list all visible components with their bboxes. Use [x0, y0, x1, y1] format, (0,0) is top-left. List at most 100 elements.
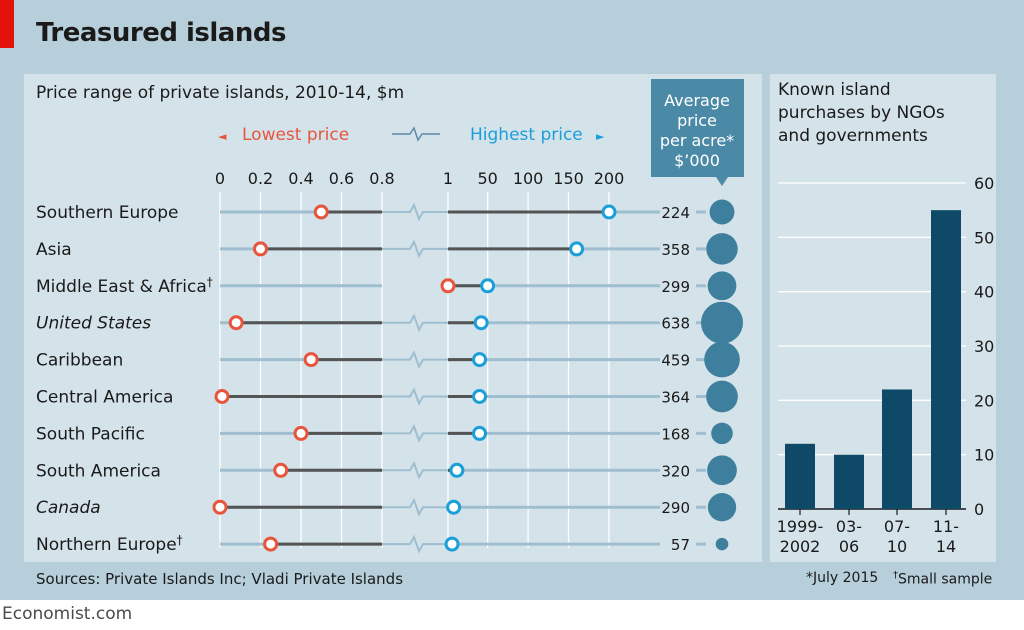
bar-chart-category-label: 14: [936, 537, 956, 556]
row-label: South America: [36, 461, 161, 481]
avg-price-value: 320: [661, 462, 690, 480]
row-label-text: Caribbean: [36, 351, 123, 371]
low-axis-tick-label: 0.6: [329, 169, 354, 188]
high-price-marker: [472, 389, 488, 404]
low-price-marker: [303, 352, 319, 368]
avg-price-bubble: [711, 422, 733, 445]
bar-chart-category-label: 03-: [836, 517, 862, 536]
avg-price-value: 290: [661, 499, 690, 517]
low-price-marker: [273, 462, 289, 478]
avg-price-value: 638: [661, 315, 690, 333]
high-price-marker: [449, 462, 465, 478]
low-axis-tick-label: 0.4: [288, 169, 313, 188]
row-break-squiggle: [382, 460, 448, 480]
avg-price-bubble: [707, 493, 737, 522]
low-price-marker: [293, 425, 309, 441]
bar-chart-title-line: Known island: [778, 80, 891, 100]
high-price-marker: [444, 536, 460, 552]
high-axis-tick-label: 50: [477, 169, 497, 188]
brand-red-bar: [0, 0, 14, 48]
low-axis-tick-label: 0: [215, 169, 225, 188]
avg-price-value: 299: [661, 278, 690, 296]
dot-range-row: Canada 290: [36, 493, 737, 522]
brand-name[interactable]: Economist.com: [2, 604, 133, 624]
avg-price-header-box: [651, 79, 744, 177]
high-price-marker: [472, 352, 488, 368]
avg-price-value: 57: [671, 536, 690, 554]
avg-price-value: 358: [661, 241, 690, 259]
low-price-marker: [440, 278, 456, 294]
row-label: Asia: [36, 240, 72, 260]
row-label-text: Southern Europe: [36, 203, 179, 223]
avg-price-bubble: [715, 537, 729, 551]
high-axis-tick-label: 100: [513, 169, 544, 188]
bar-chart-ytick-label: 60: [974, 174, 994, 193]
footnote-date: *July 2015: [806, 570, 879, 586]
legend-break-icon: [392, 126, 440, 142]
avg-price-value: 224: [661, 204, 690, 222]
avg-price-value: 364: [661, 389, 690, 407]
low-price-marker: [228, 315, 244, 331]
bar-chart-title-line: and governments: [778, 126, 928, 146]
bar-chart-category-label: 11-: [933, 517, 959, 536]
row-label: Caribbean: [36, 351, 123, 371]
avg-price-bubble: [709, 199, 735, 225]
sources-note: Sources: Private Islands Inc; Vladi Priv…: [36, 570, 404, 588]
row-label-text: Central America: [36, 388, 173, 408]
bar-chart-ytick-label: 40: [974, 283, 994, 302]
low-price-marker: [313, 204, 329, 220]
bar-chart-ytick-label: 0: [974, 500, 984, 519]
avg-price-header-pointer: [716, 177, 728, 186]
avg-price-header-line: price: [677, 111, 717, 130]
dot-range-row: Southern Europe 224: [36, 199, 735, 225]
legend-high-label: Highest price: [470, 125, 583, 145]
left-chart-panel: [24, 74, 762, 562]
low-price-marker: [212, 499, 228, 515]
low-price-marker: [253, 241, 268, 257]
bar-chart-ytick-label: 50: [974, 228, 994, 247]
dot-range-row: South America 320: [36, 455, 737, 486]
dot-range-row: Middle East & Africa† 299: [36, 271, 737, 301]
bar: [785, 443, 815, 509]
bar-chart-category-label: 07-: [884, 517, 910, 536]
row-break-squiggle: [382, 313, 448, 333]
low-axis-tick-label: 0.2: [248, 169, 273, 188]
row-label-text: South America: [36, 461, 161, 481]
row-label-text: Middle East & Africa: [36, 277, 207, 297]
high-price-marker: [473, 315, 489, 331]
avg-price-header-line: $’000: [674, 151, 720, 170]
row-break-squiggle: [382, 387, 448, 406]
avg-price-bubble: [706, 233, 738, 265]
bar-chart-title-line: purchases by NGOs: [778, 103, 945, 123]
row-label-text: United States: [36, 314, 151, 334]
row-label-dagger: †: [177, 533, 183, 547]
left-chart-title: Price range of private islands, 2010-14,…: [36, 83, 404, 103]
bar: [931, 210, 961, 509]
bar-chart-category-label: 1999-: [777, 517, 824, 536]
high-price-marker: [601, 204, 617, 220]
legend-high-arrow: ►: [596, 130, 605, 143]
chart-canvas: Price range of private islands, 2010-14,…: [36, 79, 994, 556]
bar-chart-ytick-label: 30: [974, 337, 994, 356]
high-price-marker: [569, 241, 585, 257]
high-axis-tick-label: 1: [443, 169, 453, 188]
row-label-text: South Pacific: [36, 424, 145, 444]
footnote-small-sample-text: Small sample: [898, 571, 993, 588]
bar: [882, 389, 912, 509]
avg-price-value: 168: [661, 425, 690, 443]
low-price-marker: [214, 389, 230, 404]
row-label: Middle East & Africa†: [36, 275, 213, 297]
row-break-squiggle: [382, 202, 448, 222]
row-label: Central America: [36, 388, 173, 408]
high-axis-tick-label: 200: [594, 169, 625, 188]
high-axis-tick-label: 150: [553, 169, 584, 188]
legend-low-label: Lowest price: [242, 125, 349, 145]
low-axis-tick-label: 0.8: [369, 169, 394, 188]
bar-chart-ytick-label: 10: [974, 446, 994, 465]
row-label-text: Canada: [36, 498, 101, 518]
row-label-text: Asia: [36, 240, 72, 260]
avg-price-bubble: [701, 301, 743, 344]
row-label: South Pacific: [36, 424, 145, 444]
brand-footer: Economist.com: [0, 600, 1024, 630]
row-label-text: Northern Europe: [36, 535, 177, 555]
